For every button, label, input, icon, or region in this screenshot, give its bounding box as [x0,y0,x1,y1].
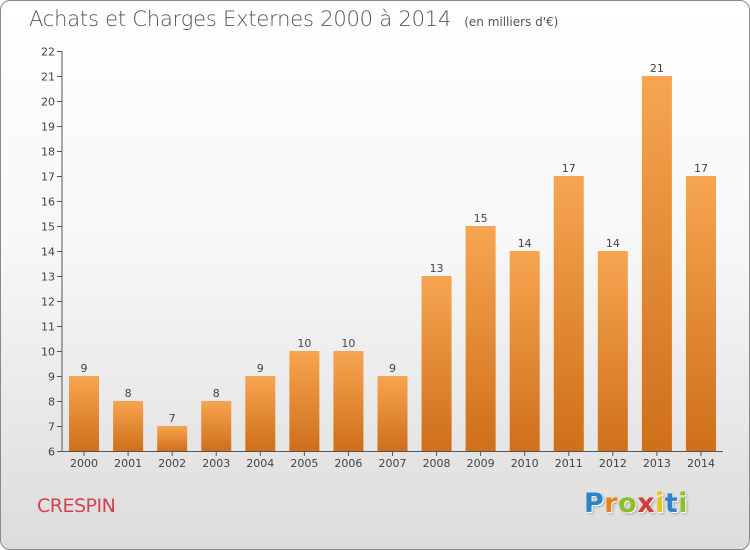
x-tick-label: 2003 [202,457,230,470]
bar [465,226,496,451]
chart-unit-note: (en milliers d'€) [464,15,559,29]
bar-value-label: 14 [518,237,532,250]
y-tick-label: 17 [41,171,55,184]
y-tick-label: 6 [48,446,55,459]
bar-value-label: 14 [606,237,620,250]
y-axis: 6 7 8 9 10 11 12 13 14 15 16 17 18 19 20 21 22 [41,46,63,459]
bar [641,76,672,451]
bar [245,376,276,451]
bars-group [69,76,716,451]
bar [289,351,320,451]
x-tick-label: 2014 [687,457,715,470]
y-tick-label: 14 [41,246,55,259]
y-tick-label: 22 [41,46,55,59]
x-axis: 2000 2001 2002 2003 2004 2005 2006 2007 2008 2009… [62,451,723,470]
x-tick-label: 2008 [423,457,451,470]
y-tick-label: 12 [41,296,55,309]
y-tick-label: 21 [41,71,55,84]
bar [113,401,144,451]
logo-letter: r [604,488,619,519]
y-tick-label: 9 [48,371,55,384]
x-tick-label: 2000 [70,457,98,470]
x-tick-label: 2006 [334,457,362,470]
x-tick-label: 2005 [290,457,318,470]
y-tick-label: 7 [48,421,55,434]
bar-value-label: 21 [650,62,664,75]
bar [421,276,452,451]
logo-letter: i [678,488,689,519]
y-tick-label: 19 [41,121,55,134]
bar-value-label: 8 [125,387,132,400]
value-labels-group: 9 8 7 8 9 10 10 9 13 15 14 17 14 21 17 [81,62,708,425]
x-tick-label: 2010 [511,457,539,470]
bar-value-label: 9 [81,362,88,375]
y-tick-label: 8 [48,396,55,409]
bar-value-label: 10 [297,337,311,350]
logo-letter: i [655,488,665,519]
x-tick-label: 2001 [114,457,142,470]
y-tick-label: 20 [41,96,55,109]
y-tick-label: 10 [41,346,55,359]
bar [157,426,188,451]
x-tick-label: 2009 [467,457,495,470]
y-tick-label: 16 [41,196,55,209]
y-tick-label: 15 [41,221,55,234]
commune-name: CRESPIN [37,495,116,517]
logo-letter: t [664,488,679,519]
y-tick-label: 18 [41,146,55,159]
bar [377,376,408,451]
bar [509,251,540,451]
logo-letter: P [584,488,605,519]
proxiti-logo[interactable]: Proxiti [584,488,688,519]
x-tick-label: 2007 [379,457,407,470]
bar-value-label: 7 [169,412,176,425]
bar [597,251,628,451]
bar-value-label: 10 [341,337,355,350]
x-tick-label: 2004 [246,457,274,470]
bar [685,176,716,451]
bar-value-label: 8 [213,387,220,400]
y-tick-label: 11 [41,321,55,334]
bar-value-label: 17 [562,162,576,175]
bar-value-label: 13 [430,262,444,275]
logo-letter: x [637,488,656,519]
x-tick-label: 2002 [158,457,186,470]
bar-value-label: 17 [694,162,708,175]
title-row: Achats et Charges Externes 2000 à 2014 (… [29,7,558,31]
bar [69,376,100,451]
bar-value-label: 9 [389,362,396,375]
chart-title: Achats et Charges Externes 2000 à 2014 [29,7,452,31]
bar-value-label: 9 [257,362,264,375]
x-tick-label: 2011 [555,457,583,470]
bar [333,351,364,451]
bar [553,176,584,451]
x-tick-label: 2012 [599,457,627,470]
bar [201,401,232,451]
x-tick-label: 2013 [643,457,671,470]
bar-value-label: 15 [474,212,488,225]
y-tick-label: 13 [41,271,55,284]
logo-letter: o [618,488,638,519]
